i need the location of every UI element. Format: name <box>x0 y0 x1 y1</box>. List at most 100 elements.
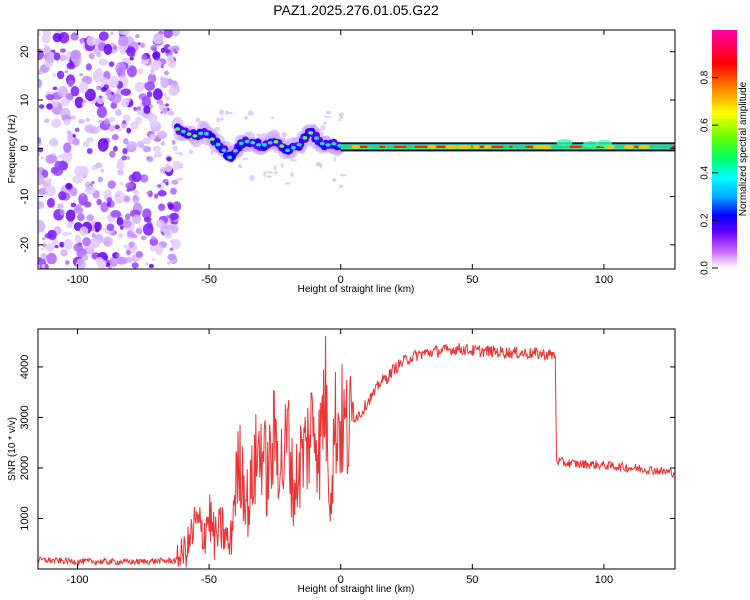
spectrogram-noise-blob <box>126 155 130 160</box>
spectrogram-noise-blob <box>166 224 175 230</box>
carrier-band-bulge <box>556 138 573 146</box>
snr-ylabel: SNR (10 * v/v) <box>7 417 18 481</box>
spectrogram-noise-blob <box>108 265 113 269</box>
spectrogram-noise-blob <box>53 52 61 61</box>
spectrogram-noise-blob <box>126 65 137 78</box>
spectrogram-noise-blob <box>166 215 171 219</box>
spectrogram-noise-blob <box>138 225 143 230</box>
spectrogram-noise-blob <box>98 31 109 41</box>
carrier-peak <box>244 139 250 144</box>
spectrogram-noise-blob <box>70 32 79 41</box>
spectrogram-noise-blob <box>123 196 130 202</box>
spectrogram-noise-blob <box>121 218 132 229</box>
spectrogram-noise-blob <box>38 257 47 266</box>
spectrogram-noise-blob <box>96 86 101 90</box>
spectrogram-ytick-label: 0 <box>19 145 31 151</box>
spectrogram-speck <box>280 162 284 169</box>
colorbar-tick-label: 0.2 <box>700 213 711 227</box>
snr-frame <box>37 328 676 570</box>
colorbar: 0.0 0.2 0.4 0.6 0.8 Normalized spectral ampl… <box>700 30 749 275</box>
carrier-peak <box>232 148 238 153</box>
spectrogram-noise-blob <box>122 148 128 155</box>
carrier-peak <box>180 129 186 134</box>
spectrogram-noise-blob <box>81 101 86 107</box>
spectrogram-noise-blob <box>129 56 134 61</box>
spectrogram-ytick-label: 20 <box>19 46 31 58</box>
spectrogram-noise-blob <box>108 81 114 88</box>
spectrogram-xtick-label: -100 <box>66 274 88 286</box>
spectrogram-noise-blob <box>133 189 140 195</box>
carrier-peak <box>308 131 314 135</box>
spectrogram-noise-blob <box>167 59 177 69</box>
spectrogram-noise-blob <box>45 94 55 101</box>
carrier-band-blip <box>405 144 415 149</box>
spectrogram-speck <box>266 171 274 174</box>
spectrogram-noise-blob <box>163 112 168 116</box>
spectrogram-noise-blob <box>91 232 96 238</box>
spectrogram-noise-blob <box>172 145 179 152</box>
spectrogram-noise-blob <box>169 212 179 221</box>
spectrogram-noise-blob <box>139 174 149 183</box>
spectrogram-noise-blob <box>156 99 164 105</box>
spectrogram-noise-blob <box>168 87 179 97</box>
spectrogram-noise-blob <box>46 252 57 265</box>
spectrogram-speck <box>284 182 291 185</box>
spectrogram-noise-blob <box>115 61 127 75</box>
spectrogram-noise-blob <box>63 238 73 250</box>
spectrogram-noise-blob <box>171 179 179 185</box>
spectrogram-noise-blob <box>120 88 132 96</box>
carrier-band-blip <box>483 144 492 149</box>
carrier-peak <box>290 146 296 150</box>
spectrogram-speck <box>188 149 194 155</box>
spectrogram-noise-blob <box>103 118 110 125</box>
spectrogram-noise-blob <box>58 31 70 44</box>
spectrogram-noise-blob <box>152 50 161 61</box>
carrier-peak <box>215 142 221 147</box>
spectrogram-noise-blob <box>96 106 108 118</box>
spectrogram-noise-blob <box>167 261 171 265</box>
spectrogram-noise-blob <box>131 262 139 269</box>
spectrogram-noise-blob <box>126 46 136 57</box>
spectrogram-speck <box>256 133 260 137</box>
spectrogram-noise-blob <box>79 73 83 77</box>
spectrogram-noise-blob <box>169 247 174 251</box>
spectrogram-speck <box>244 115 248 120</box>
spectrogram-noise-blob <box>64 260 70 265</box>
carrier-band-blip <box>445 144 458 149</box>
spectrogram-noise-blob <box>41 33 51 44</box>
carrier-band-blip <box>638 144 651 149</box>
carrier-peak <box>186 132 192 136</box>
spectrogram-noise-blob <box>167 253 177 261</box>
spectrogram-noise-blob <box>38 104 45 109</box>
spectrogram-noise-blob <box>86 148 93 154</box>
spectrogram-noise-blob <box>76 213 85 222</box>
spectrogram-noise-blob <box>102 227 108 232</box>
spectrogram-speck <box>242 157 248 160</box>
spectrogram-noise-blob <box>72 138 80 146</box>
spectrogram-noise-blob <box>157 190 167 197</box>
spectrogram-noise-blob <box>64 70 68 74</box>
spectrogram-noise-blob <box>107 216 115 223</box>
spectrogram-noise-blob <box>98 58 109 66</box>
spectrogram-noise-blob <box>116 253 120 258</box>
spectrogram-speck <box>219 109 224 116</box>
spectrogram-noise-blob <box>142 137 152 145</box>
spectrogram-noise-blob <box>172 48 177 53</box>
spectrogram-noise-blob <box>95 229 100 233</box>
spectrogram-noise-blob <box>43 118 50 123</box>
spectrogram-noise-blob <box>100 86 107 93</box>
spectrogram-noise-blob <box>88 238 98 249</box>
carrier-band-blip <box>538 144 553 149</box>
spectrogram-noise-blob <box>38 136 42 145</box>
spectrogram-noise-blob <box>158 104 163 110</box>
spectrogram-noise-blob <box>110 210 122 218</box>
spectrogram-noise-blob <box>52 166 64 177</box>
carrier-peak <box>285 148 291 153</box>
spectrogram-noise-blob <box>59 209 65 216</box>
spectrogram-ytick-label: 10 <box>19 94 31 106</box>
spectrogram-noise-blob <box>106 196 113 203</box>
spectrogram-noise-blob <box>151 235 156 241</box>
spectrogram-speck <box>179 162 183 169</box>
spectrogram-noise-blob <box>171 139 176 145</box>
carrier-peak <box>331 141 337 146</box>
